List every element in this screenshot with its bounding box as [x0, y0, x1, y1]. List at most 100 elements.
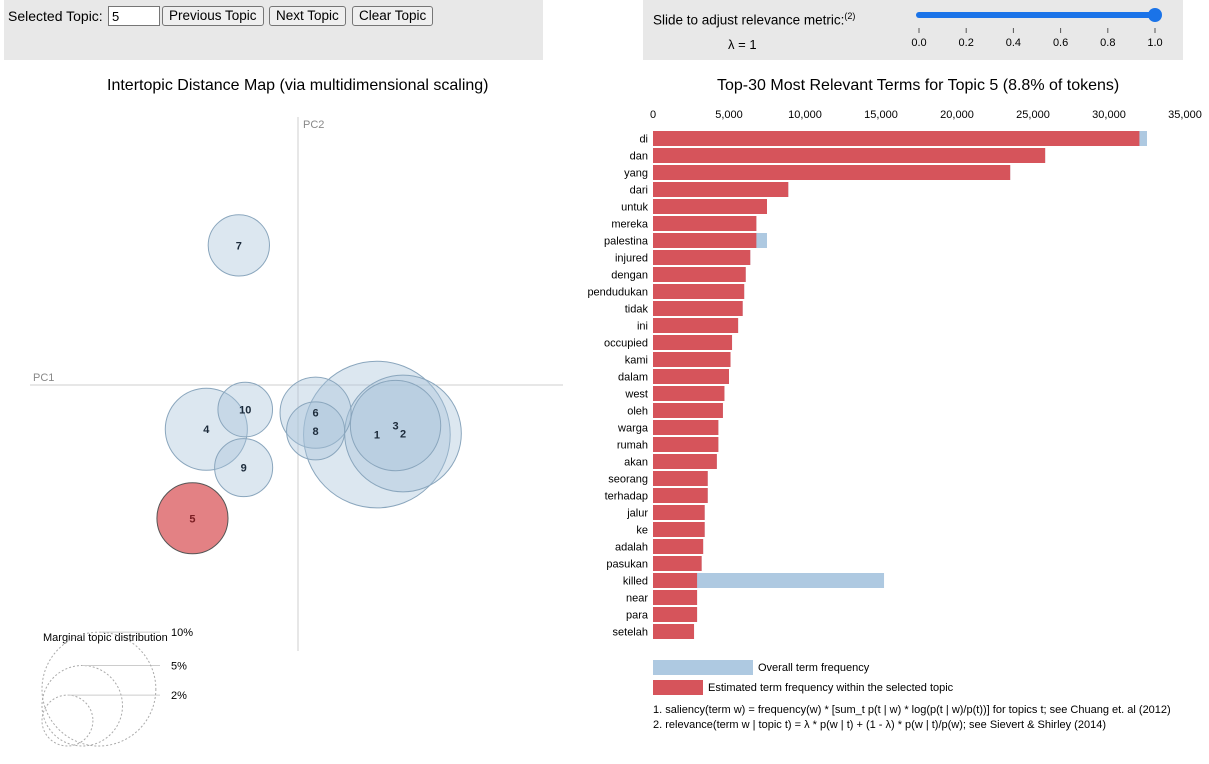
topic-frequency-bar[interactable] [653, 199, 767, 214]
marginal-label-2: 5% [171, 661, 187, 673]
term-label[interactable]: terhadap [605, 491, 648, 503]
topic-label-4: 4 [203, 424, 210, 436]
term-label[interactable]: pasukan [606, 559, 648, 571]
topic-circle-1[interactable] [303, 360, 451, 509]
term-bar-chart-title: Top-30 Most Relevant Terms for Topic 5 (… [717, 77, 1120, 94]
topic-frequency-bar[interactable] [653, 165, 1011, 180]
intertopic-map-title: Intertopic Distance Map (via multidimens… [107, 77, 489, 94]
term-label[interactable]: rumah [617, 440, 648, 452]
term-label[interactable]: injured [615, 253, 648, 265]
topic-frequency-bar[interactable] [653, 590, 698, 605]
term-label[interactable]: dan [630, 151, 648, 163]
topic-circle-3[interactable] [349, 379, 442, 472]
topic-circle-8[interactable] [286, 401, 346, 461]
term-label[interactable]: seorang [608, 474, 648, 486]
term-label[interactable]: near [626, 593, 648, 605]
relevance-slider-panel: Slide to adjust relevance metric:(2) λ =… [643, 0, 1183, 60]
overall-frequency-bar[interactable] [653, 573, 885, 588]
topic-circle-7[interactable] [207, 214, 270, 277]
marginal-circle-1 [41, 694, 94, 747]
slider-tick-label: 0.8 [1100, 37, 1115, 49]
topic-frequency-bar[interactable] [653, 131, 1140, 146]
topic-frequency-bar[interactable] [653, 352, 731, 367]
topic-frequency-bar[interactable] [653, 624, 695, 639]
footnote-relevance: 2. relevance(term w | topic t) = λ * p(w… [653, 719, 1106, 731]
term-label[interactable]: jalur [626, 508, 648, 520]
topic-circle-4[interactable] [164, 387, 248, 471]
term-label[interactable]: ini [637, 321, 648, 333]
topic-frequency-bar[interactable] [653, 556, 702, 571]
term-label[interactable]: pendudukan [587, 287, 648, 299]
previous-topic-button[interactable]: Previous Topic [162, 6, 264, 26]
term-label[interactable]: dengan [611, 270, 648, 282]
selected-topic-input[interactable] [108, 6, 160, 26]
term-label[interactable]: kami [625, 355, 648, 367]
term-label[interactable]: warga [617, 423, 649, 435]
topic-label-6: 6 [313, 408, 319, 420]
topic-frequency-bar[interactable] [653, 403, 723, 418]
topic-frequency-bar[interactable] [653, 335, 733, 350]
topic-label-3: 3 [392, 421, 398, 433]
bar-x-tick-label: 5,000 [715, 109, 743, 121]
term-label[interactable]: palestina [604, 236, 649, 248]
term-label[interactable]: yang [624, 168, 648, 180]
topic-frequency-bar[interactable] [653, 301, 743, 316]
slider-knob[interactable] [1148, 8, 1162, 22]
lambda-readout: λ = 1 [728, 37, 757, 52]
topic-frequency-bar[interactable] [653, 607, 698, 622]
topic-frequency-bar[interactable] [653, 505, 705, 520]
slider-label: Slide to adjust relevance metric:(2) [653, 11, 856, 28]
term-label[interactable]: di [639, 134, 648, 146]
topic-circle-10[interactable] [217, 381, 274, 438]
topic-label-1: 1 [374, 430, 380, 442]
slider-tick-label: 0.6 [1053, 37, 1068, 49]
topic-label-7: 7 [236, 240, 242, 252]
topic-frequency-bar[interactable] [653, 471, 708, 486]
topic-frequency-bar[interactable] [653, 318, 739, 333]
topic-frequency-bar[interactable] [653, 216, 757, 231]
topic-frequency-bar[interactable] [653, 420, 719, 435]
topic-frequency-bar[interactable] [653, 437, 719, 452]
topic-frequency-bar[interactable] [653, 250, 751, 265]
topic-frequency-bar[interactable] [653, 539, 704, 554]
term-label[interactable]: killed [623, 576, 648, 588]
term-label[interactable]: tidak [625, 304, 649, 316]
term-label[interactable]: dari [630, 185, 648, 197]
topic-frequency-bar[interactable] [653, 454, 717, 469]
topic-frequency-bar[interactable] [653, 233, 757, 248]
topic-label-2: 2 [400, 429, 406, 441]
marginal-circle-3 [41, 631, 157, 747]
term-label[interactable]: ke [636, 525, 648, 537]
topic-frequency-bar[interactable] [653, 182, 789, 197]
term-label[interactable]: mereka [611, 219, 649, 231]
term-label[interactable]: adalah [615, 542, 648, 554]
slider-tick-label: 0.4 [1006, 37, 1021, 49]
next-topic-button[interactable]: Next Topic [269, 6, 346, 26]
marginal-circle-2 [41, 665, 123, 747]
topic-frequency-bar[interactable] [653, 148, 1046, 163]
term-label[interactable]: oleh [627, 406, 648, 418]
term-label[interactable]: para [626, 610, 649, 622]
term-label[interactable]: west [624, 389, 648, 401]
topic-circle-5[interactable] [156, 482, 229, 555]
slider-tick-label: 0.0 [911, 37, 926, 49]
topic-frequency-bar[interactable] [653, 488, 708, 503]
term-label[interactable]: dalam [618, 372, 648, 384]
legend-topic-swatch [653, 680, 703, 695]
topic-circle-6[interactable] [279, 376, 352, 449]
topic-frequency-bar[interactable] [653, 284, 745, 299]
term-label[interactable]: akan [624, 457, 648, 469]
clear-topic-button[interactable]: Clear Topic [352, 6, 434, 26]
term-label[interactable]: untuk [621, 202, 648, 214]
topic-frequency-bar[interactable] [653, 573, 698, 588]
topic-frequency-bar[interactable] [653, 267, 746, 282]
topic-frequency-bar[interactable] [653, 386, 725, 401]
topic-circle-9[interactable] [214, 438, 274, 498]
topic-frequency-bar[interactable] [653, 369, 729, 384]
topic-frequency-bar[interactable] [653, 522, 705, 537]
topic-control-panel: Selected Topic: Previous Topic Next Topi… [4, 0, 543, 60]
bar-x-tick-label: 25,000 [1016, 109, 1050, 121]
term-label[interactable]: occupied [604, 338, 648, 350]
term-label[interactable]: setelah [613, 627, 648, 639]
